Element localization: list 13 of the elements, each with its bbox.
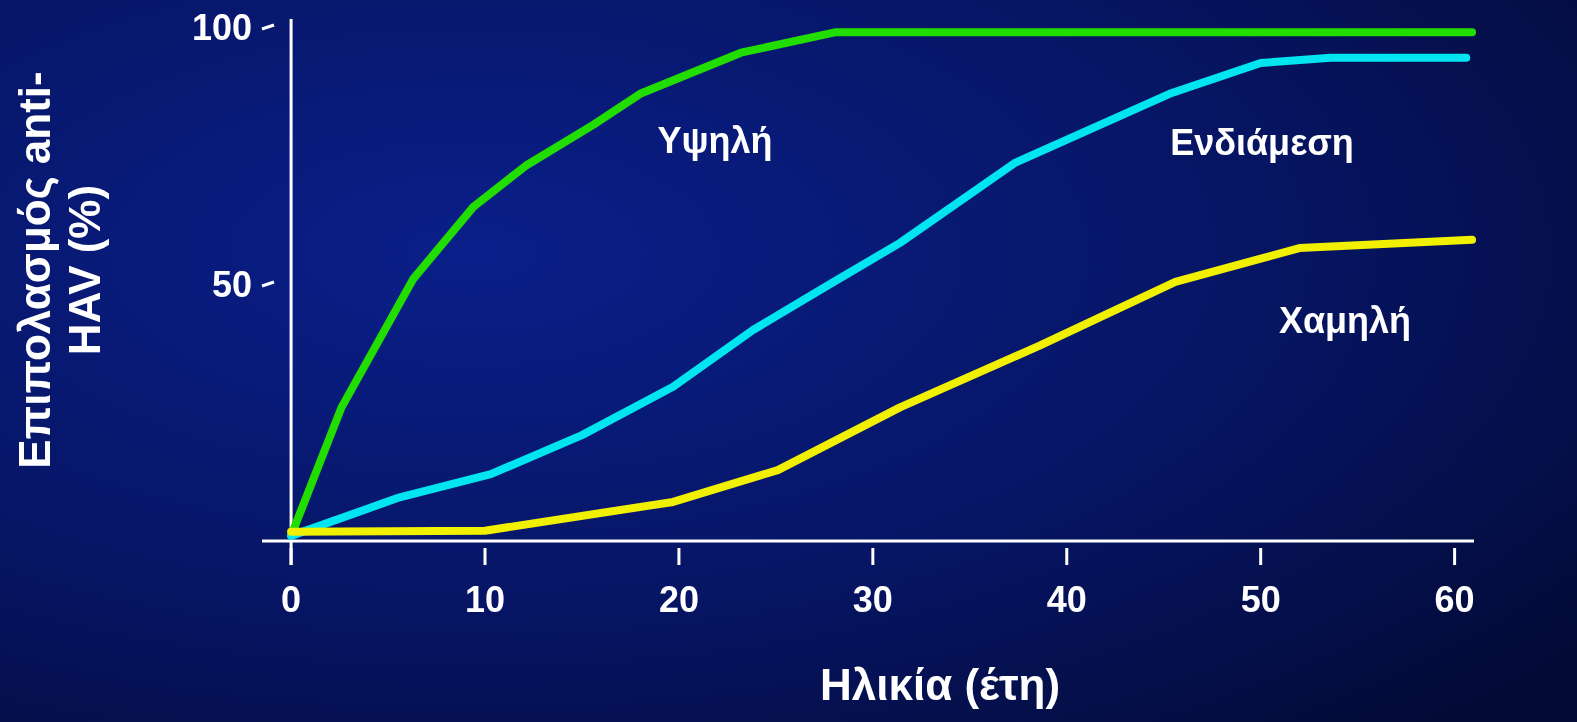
series-label: Χαμηλή [1278, 299, 1412, 341]
x-tick-label: 50 [1240, 579, 1281, 620]
y-axis-title: Επιπολασμός anti- HAV (%) [10, 71, 109, 469]
x-tick-label: 60 [1434, 579, 1475, 620]
x-tick-label: 0 [281, 579, 302, 620]
x-axis-title: Ηλικία (έτη) [819, 660, 1061, 709]
x-tick-label: 30 [852, 579, 893, 620]
x-tick-label: 10 [464, 579, 506, 620]
x-tick-label: 40 [1046, 579, 1087, 620]
y-tick-label: 100 [191, 6, 252, 48]
x-tick-label: 20 [658, 579, 699, 620]
series-label: Ενδιάμεση [1170, 121, 1354, 163]
series-label: Υψηλή [657, 119, 773, 161]
